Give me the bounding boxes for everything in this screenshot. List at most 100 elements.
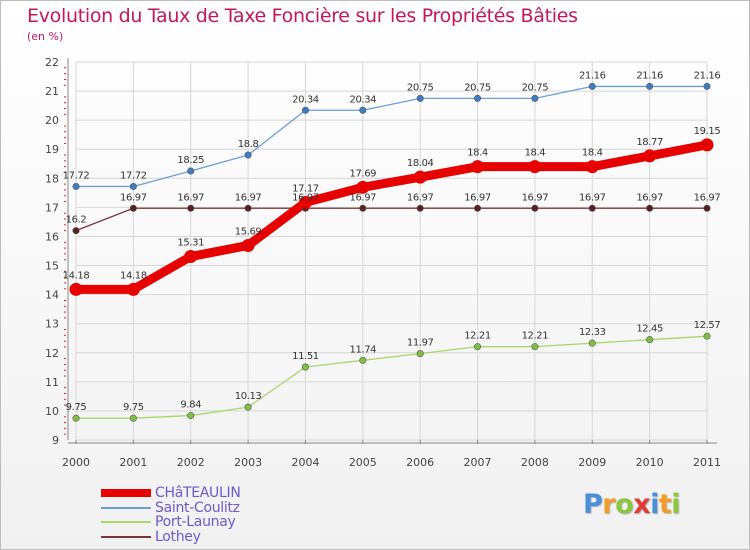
y-minor-tick <box>64 299 66 301</box>
data-point-lothey <box>187 204 195 212</box>
data-label-port-launay: 12.21 <box>464 331 491 342</box>
data-point-saint-coulitz <box>244 151 252 159</box>
y-tick-label: 17 <box>45 201 59 214</box>
data-label-saint-coulitz: 20.34 <box>292 94 319 105</box>
y-minor-tick <box>64 125 66 127</box>
logo-letter: x <box>633 489 651 520</box>
legend-item-port-launay[interactable]: Port-Launay <box>101 515 241 530</box>
x-tick-label: 2004 <box>291 456 319 469</box>
data-point-saint-coulitz <box>129 182 137 190</box>
y-minor-tick <box>64 166 66 168</box>
proxiti-logo: Proxiti <box>583 489 681 520</box>
data-label-lothey: 16.97 <box>694 192 721 203</box>
data-point-ch-teaulin <box>241 238 255 252</box>
y-tick-label: 14 <box>45 289 59 302</box>
x-tick-label: 2011 <box>693 456 721 469</box>
data-point-ch-teaulin <box>69 282 83 296</box>
legend-item-chateaulin[interactable]: CHâTEAULIN <box>101 486 241 501</box>
data-point-ch-teaulin <box>700 138 714 152</box>
x-tick-label: 2002 <box>177 456 205 469</box>
data-label-saint-coulitz: 18.8 <box>238 139 259 150</box>
legend-swatch-lothey <box>101 535 151 538</box>
data-point-ch-teaulin <box>413 170 427 184</box>
data-point-port-launay <box>703 332 711 340</box>
y-minor-tick <box>64 137 66 139</box>
data-point-port-launay <box>416 350 424 358</box>
y-minor-tick <box>64 108 66 110</box>
data-label-port-launay: 11.51 <box>292 351 319 362</box>
data-label-saint-coulitz: 20.75 <box>407 82 434 93</box>
x-tick-label: 2001 <box>119 456 147 469</box>
data-label-lothey: 16.97 <box>177 192 204 203</box>
legend-item-lothey[interactable]: Lothey <box>101 530 241 545</box>
data-labels: 17.72 17.72 18.25 18.8 20.34 20.34 20.75 20.75 2… <box>63 70 721 413</box>
legend-swatch-port-launay <box>101 521 151 524</box>
y-minor-tick <box>64 131 66 133</box>
y-minor-tick <box>64 398 66 400</box>
series-points <box>69 82 714 422</box>
y-minor-tick <box>64 259 66 261</box>
data-label-ch-teaulin: 14.18 <box>63 270 90 281</box>
data-point-port-launay <box>646 336 654 344</box>
x-tick-label: 2006 <box>406 456 434 469</box>
data-label-port-launay: 12.45 <box>636 324 663 335</box>
data-point-saint-coulitz <box>646 82 654 90</box>
y-minor-tick <box>64 317 66 319</box>
y-minor-tick <box>64 433 66 435</box>
y-tick-label: 16 <box>45 230 59 243</box>
data-point-lothey <box>588 204 596 212</box>
data-label-lothey: 16.97 <box>636 192 663 203</box>
y-minor-tick <box>64 329 66 331</box>
y-minor-tick <box>64 73 66 75</box>
x-tick-label: 2007 <box>464 456 492 469</box>
y-minor-tick <box>64 334 66 336</box>
x-tick-label: 2008 <box>521 456 549 469</box>
y-minor-tick <box>64 189 66 191</box>
y-minor-tick <box>64 171 66 173</box>
data-point-port-launay <box>72 414 80 422</box>
data-label-saint-coulitz: 21.16 <box>694 70 721 81</box>
y-tick-label: 13 <box>45 318 59 331</box>
x-tick-label: 2010 <box>636 456 664 469</box>
data-label-ch-teaulin: 19.15 <box>694 126 721 137</box>
data-label-lothey: 16.97 <box>120 192 147 203</box>
data-point-port-launay <box>129 414 137 422</box>
data-label-lothey: 16.97 <box>522 192 549 203</box>
legend-swatch-chateaulin <box>101 489 151 498</box>
data-label-ch-teaulin: 15.31 <box>177 238 204 249</box>
data-label-port-launay: 9.75 <box>123 402 144 413</box>
y-minor-tick <box>64 113 66 115</box>
y-minor-tick <box>64 84 66 86</box>
data-point-saint-coulitz <box>187 167 195 175</box>
y-minor-tick <box>64 67 66 69</box>
data-point-saint-coulitz <box>359 106 367 114</box>
logo-letter: i <box>671 489 681 520</box>
data-point-ch-teaulin <box>585 160 599 174</box>
legend-item-saint-coulitz[interactable]: Saint-Coulitz <box>101 501 241 516</box>
data-label-saint-coulitz: 20.75 <box>522 82 549 93</box>
data-point-lothey <box>129 204 137 212</box>
chart-title: Evolution du Taux de Taxe Foncière sur l… <box>27 5 578 27</box>
y-minor-tick <box>64 416 66 418</box>
data-point-ch-teaulin <box>356 180 370 194</box>
axes: 9 10 11 12 13 14 15 16 17 18 19 20 21 22 2000 2001 2002 2… <box>45 56 721 469</box>
y-tick-label: 22 <box>45 56 59 69</box>
data-label-ch-teaulin: 18.04 <box>407 158 434 169</box>
data-label-port-launay: 12.57 <box>694 320 721 331</box>
legend: CHâTEAULIN Saint-Coulitz Port-Launay Lot… <box>101 486 241 544</box>
data-label-ch-teaulin: 18.4 <box>582 148 603 159</box>
data-point-ch-teaulin <box>528 160 542 174</box>
data-point-lothey <box>474 204 482 212</box>
data-label-ch-teaulin: 18.4 <box>525 148 546 159</box>
data-point-ch-teaulin <box>126 282 140 296</box>
series-line-saint-coulitz <box>75 85 708 188</box>
data-label-port-launay: 12.33 <box>579 327 606 338</box>
y-minor-tick <box>64 375 66 377</box>
y-tick-label: 10 <box>45 405 59 418</box>
data-label-lothey: 16.97 <box>579 192 606 203</box>
y-minor-tick <box>64 340 66 342</box>
data-label-saint-coulitz: 20.34 <box>349 94 376 105</box>
y-minor-tick <box>64 427 66 429</box>
logo-letter: i <box>650 489 659 520</box>
